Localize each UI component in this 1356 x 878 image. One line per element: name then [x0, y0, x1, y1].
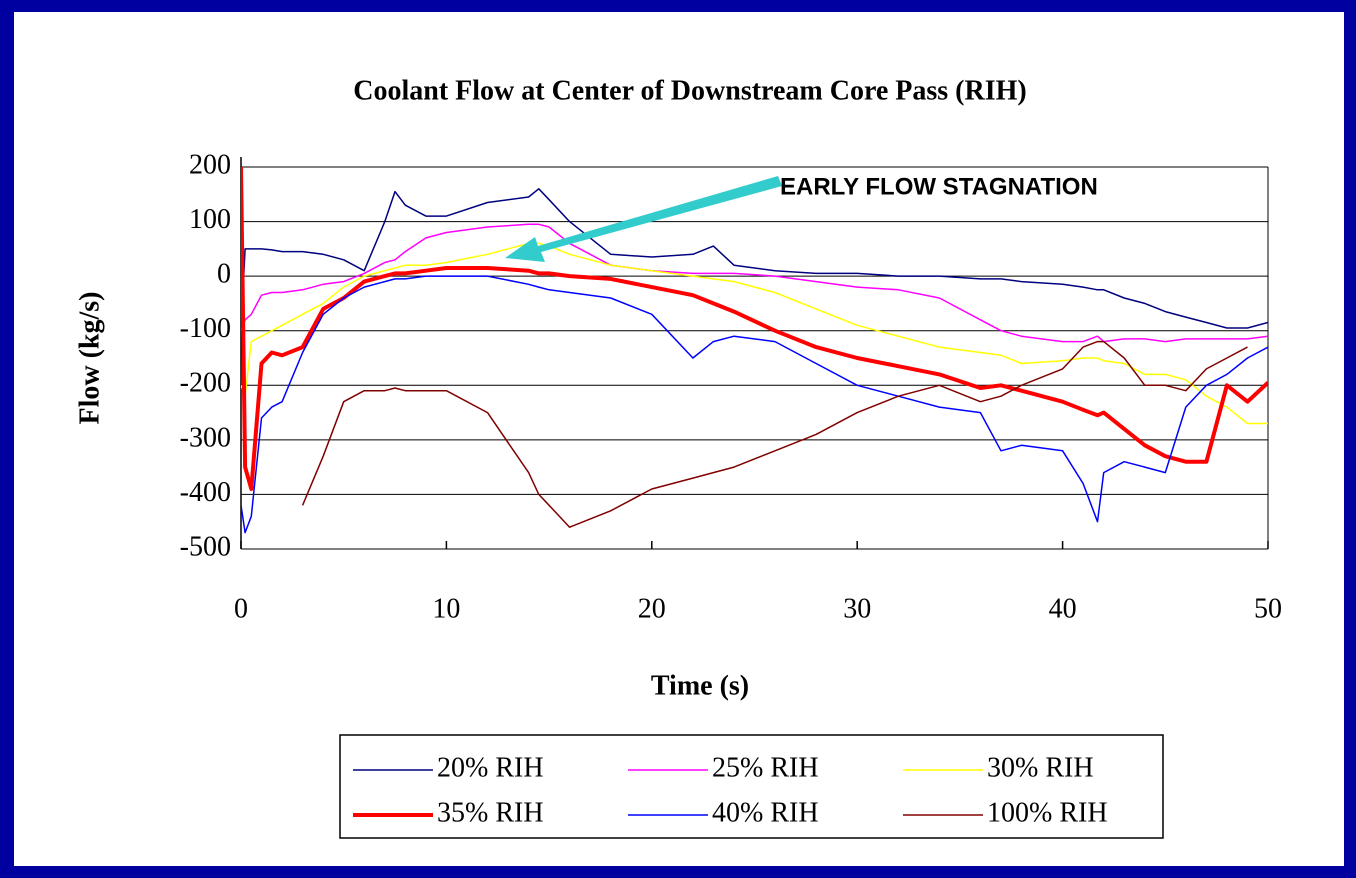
- series-line: [241, 242, 1268, 425]
- x-tick-label: 50: [1254, 593, 1282, 624]
- x-tick-label: 30: [843, 593, 871, 624]
- series-line: [241, 188, 1268, 331]
- x-tick-label: 40: [1049, 593, 1077, 624]
- legend-label: 35% RIH: [437, 797, 544, 828]
- x-tick-label: 20: [638, 593, 666, 624]
- x-tick-label: 0: [234, 593, 248, 624]
- y-tick-label: 0: [217, 259, 231, 290]
- y-tick-label: -300: [180, 422, 231, 453]
- y-tick-label: 200: [189, 149, 231, 180]
- annotation: EARLY FLOW STAGNATION: [780, 173, 1098, 200]
- x-axis-label: Time (s): [651, 670, 749, 701]
- annotation-arrow: [505, 176, 782, 262]
- legend-label: 30% RIH: [987, 752, 1094, 783]
- series-line: [301, 340, 1248, 528]
- y-tick-label: -200: [180, 368, 231, 399]
- series-line: [241, 223, 1268, 343]
- legend-label: 40% RIH: [712, 797, 819, 828]
- x-tick-label: 10: [432, 593, 460, 624]
- series-line: [241, 166, 1268, 491]
- y-tick-label: -100: [180, 313, 231, 344]
- plot-area: -500 -400 -300 -200 -100 0 100 200 0 10 20 30 40 50: [180, 149, 1282, 624]
- y-tick-label: 100: [189, 204, 231, 235]
- series-lines: [241, 166, 1268, 534]
- legend: 20% RIH 25% RIH 30% RIH 35% RIH 40% RIH 100% …: [353, 752, 1108, 828]
- chart-title: Coolant Flow at Center of Downstream Cor…: [353, 75, 1026, 106]
- y-tick-label: -400: [180, 477, 231, 508]
- legend-label: 25% RIH: [712, 752, 819, 783]
- legend-label: 20% RIH: [437, 752, 544, 783]
- y-tick-label: -500: [180, 531, 231, 562]
- legend-box: [339, 734, 1164, 839]
- slide-background: [14, 12, 1344, 866]
- series-line: [241, 275, 1268, 534]
- legend-label: 100% RIH: [987, 797, 1108, 828]
- y-axis-label: Flow (kg/s): [74, 292, 105, 425]
